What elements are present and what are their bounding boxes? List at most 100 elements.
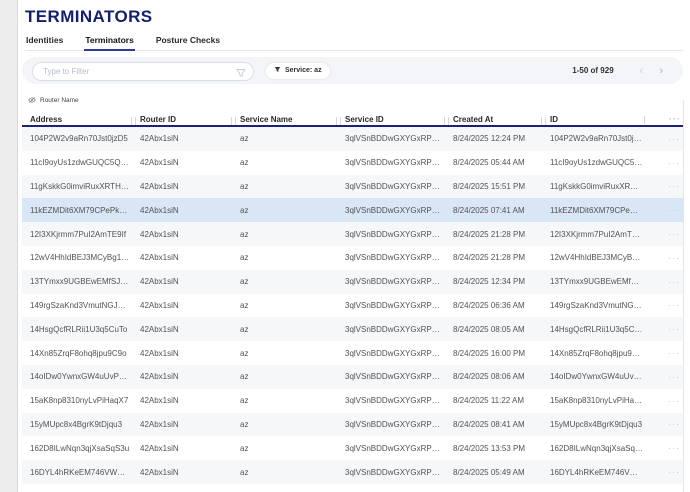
cell-id: 11gKskkG0imviRuxXRTHsD xyxy=(550,181,651,191)
cell-address: 14Xn85ZrqF8ohq8jpu9C9o xyxy=(30,348,127,358)
header-address[interactable]: Address xyxy=(30,114,63,124)
cell-router-id: 42Abx1siN xyxy=(140,467,179,477)
row-menu-icon[interactable]: ··· xyxy=(668,395,680,406)
cell-created-at: 8/24/2025 21:28 PM xyxy=(453,229,526,239)
cell-created-at: 8/24/2025 12:24 PM xyxy=(453,134,526,144)
table-row[interactable]: 14oIDw0YwnxGW4uUvP4gJz 42Abx1siN az 3qlV… xyxy=(22,364,683,389)
cell-router-id: 42Abx1siN xyxy=(140,277,179,287)
row-menu-icon[interactable]: ··· xyxy=(668,348,680,359)
cell-created-at: 8/24/2025 06:36 AM xyxy=(453,300,525,310)
row-menu-icon[interactable]: ··· xyxy=(668,276,680,287)
cell-service-id: 3qlVSnBDDwGXYGxRPOv5IU xyxy=(345,205,453,215)
row-menu-icon[interactable]: ··· xyxy=(668,252,680,263)
cell-service-name: az xyxy=(240,396,249,406)
cell-address: 16DYL4hRKeEM746VWN0Azv xyxy=(30,467,140,477)
next-page-icon[interactable]: › xyxy=(659,64,663,77)
row-menu-icon[interactable]: ··· xyxy=(668,419,680,430)
cell-address: 14HsgQcfRLRii1U3q5CuTo xyxy=(30,324,128,334)
cell-service-id: 3qlVSnBDDwGXYGxRPOv5IU xyxy=(345,229,453,239)
cell-created-at: 8/24/2025 15:51 PM xyxy=(453,181,526,191)
cell-service-id: 3qlVSnBDDwGXYGxRPOv5IU xyxy=(345,300,453,310)
filter-input[interactable] xyxy=(32,62,254,81)
row-menu-icon[interactable]: ··· xyxy=(668,300,680,311)
cell-service-id: 3qlVSnBDDwGXYGxRPOv5IU xyxy=(345,348,453,358)
cell-service-name: az xyxy=(240,277,249,287)
cell-address: 11cI9oyUs1zdwGUQC5QI7Y xyxy=(30,158,133,168)
cell-service-name: az xyxy=(240,253,249,263)
header-created-at[interactable]: Created At xyxy=(444,115,550,125)
cell-router-id: 42Abx1siN xyxy=(140,229,179,239)
header-id[interactable]: ID xyxy=(541,115,653,125)
cell-created-at: 8/24/2025 11:22 AM xyxy=(453,396,525,406)
table-row[interactable]: 15yMUpc8x4BgrK9tDjqu3 42Abx1siN az 3qlVS… xyxy=(22,412,683,437)
row-menu-icon[interactable]: ··· xyxy=(668,157,680,168)
row-menu-icon[interactable]: ··· xyxy=(653,491,683,492)
table-row[interactable]: 104P2W2v9aRn70Jst0jzD5 42Abx1siN az 3qlV… xyxy=(22,127,683,151)
cell-service-name: az xyxy=(240,134,249,144)
table-header: Address Router ID Service Name Service I… xyxy=(22,113,683,127)
header-menu-icon[interactable]: ··· xyxy=(644,114,683,124)
table-row[interactable]: 12I3XKjrmm7PuI2AmTE9If 42Abx1siN az 3qlV… xyxy=(22,222,683,246)
header-service-id[interactable]: Service ID xyxy=(336,115,453,125)
cell-id: 12wV4HhIdBEJ3MCyBg1Npy xyxy=(550,253,653,263)
table-row[interactable]: 15aK8np8310nyLvPiHaqX7 42Abx1siN az 3qlV… xyxy=(22,388,683,413)
tabbar: Identities Terminators Posture Checks xyxy=(25,33,683,51)
table-row[interactable]: 11cI9oyUs1zdwGUQC5QI7Y 42Abx1siN az 3qlV… xyxy=(22,150,683,175)
cell-router-id: 42Abx1siN xyxy=(140,348,179,358)
cell-address: 104P2W2v9aRn70Jst0jzD5 xyxy=(30,134,128,144)
table-row[interactable]: 11kEZMDit6XM79CPePk4HQ 42Abx1siN az 3qlV… xyxy=(22,198,683,223)
cell-address: 149rgSzaKnd3VmutNGJgPr xyxy=(30,300,131,310)
cell-service-id: 3qlVSnBDDwGXYGxRPOv5IU xyxy=(345,181,453,191)
row-menu-icon[interactable]: ··· xyxy=(668,229,680,240)
row-menu-icon[interactable]: ··· xyxy=(668,371,680,382)
cell-created-at: 8/24/2025 13:53 PM xyxy=(453,443,526,453)
table-row[interactable]: 149rgSzaKnd3VmutNGJgPr 42Abx1siN az 3qlV… xyxy=(22,293,683,318)
cell-service-name: az xyxy=(240,467,249,477)
prev-page-icon[interactable]: ‹ xyxy=(639,64,644,77)
cell-id: 15yMUpc8x4BgrK9tDjqu3 xyxy=(550,419,643,429)
tab-posture-checks[interactable]: Posture Checks xyxy=(155,35,221,45)
cell-address: 11gKskkG0imviRuxXRTHsD xyxy=(30,181,131,191)
funnel-icon xyxy=(236,65,246,83)
table-row[interactable]: 12wV4HhIdBEJ3MCyBg1Npy 42Abx1siN az 3qlV… xyxy=(22,245,683,270)
row-menu-icon[interactable]: ··· xyxy=(668,467,680,478)
column-toggle-router-name[interactable]: Router Name xyxy=(28,91,683,109)
cell-service-name: az xyxy=(240,348,249,358)
cell-id: 104P2W2v9aRn70Jst0jzD5 xyxy=(550,134,648,144)
cell-address: 13TYmxx9UGBEwEMfSJ34Rn xyxy=(30,277,140,287)
row-menu-icon[interactable]: ··· xyxy=(668,324,680,335)
table-row[interactable]: 14HsgQcfRLRii1U3q5CuTo 42Abx1siN az 3qlV… xyxy=(22,317,683,342)
pagination-range: 1-50 of 929 xyxy=(572,66,614,75)
cell-service-name: az xyxy=(240,181,249,191)
filter-panel: Service: az 1-50 of 929 ‹ › xyxy=(22,57,683,84)
cell-service-name: az xyxy=(240,229,249,239)
table-row[interactable]: 14Xn85ZrqF8ohq8jpu9C9o 42Abx1siN az 3qlV… xyxy=(22,341,683,365)
row-menu-icon[interactable]: ··· xyxy=(668,181,680,192)
table-row[interactable]: 13TYmxx9UGBEwEMfSJ34Rn 42Abx1siN az 3qlV… xyxy=(22,269,683,294)
cell-address: 162D8ILwNqn3qjXsaSqS3u xyxy=(30,443,130,453)
table-row[interactable]: 17UVGm0XCL6rXiz9tE6hat 42Abx1siN az 3qlV… xyxy=(22,483,683,492)
cell-id: 14oIDw0YwnxGW4uUvP4gJz xyxy=(550,372,653,382)
cell-created-at: 8/24/2025 08:06 AM xyxy=(453,372,525,382)
cell-created-at: 8/24/2025 05:44 AM xyxy=(453,158,525,168)
row-menu-icon[interactable]: ··· xyxy=(668,133,680,144)
filter-chip-service[interactable]: Service: az xyxy=(266,62,330,79)
tab-identities[interactable]: Identities xyxy=(26,35,64,45)
cell-created-at: 8/24/2025 05:49 AM xyxy=(453,467,525,477)
table-row[interactable]: 16DYL4hRKeEM746VWN0Azv 42Abx1siN az 3qlV… xyxy=(22,460,683,484)
left-gutter xyxy=(0,0,18,492)
table-row[interactable]: 162D8ILwNqn3qjXsaSqS3u 42Abx1siN az 3qlV… xyxy=(22,436,683,461)
cell-address: 15aK8np8310nyLvPiHaqX7 xyxy=(30,396,129,406)
cell-created-at: 8/24/2025 08:05 AM xyxy=(453,324,525,334)
header-router-id[interactable]: Router ID xyxy=(131,115,240,125)
header-service-name[interactable]: Service Name xyxy=(231,115,345,125)
cell-id: 149rgSzaKnd3VmutNGJgPr xyxy=(550,300,651,310)
row-menu-icon[interactable]: ··· xyxy=(668,443,680,454)
tab-terminators[interactable]: Terminators xyxy=(84,33,135,51)
row-menu-icon[interactable]: ··· xyxy=(668,205,680,216)
cell-service-id: 3qlVSnBDDwGXYGxRPOv5IU xyxy=(345,443,453,453)
cell-created-at: 8/24/2025 12:34 PM xyxy=(453,277,526,287)
table-row[interactable]: 11gKskkG0imviRuxXRTHsD 42Abx1siN az 3qlV… xyxy=(22,174,683,199)
terminators-table: Address Router ID Service Name Service I… xyxy=(22,113,683,492)
